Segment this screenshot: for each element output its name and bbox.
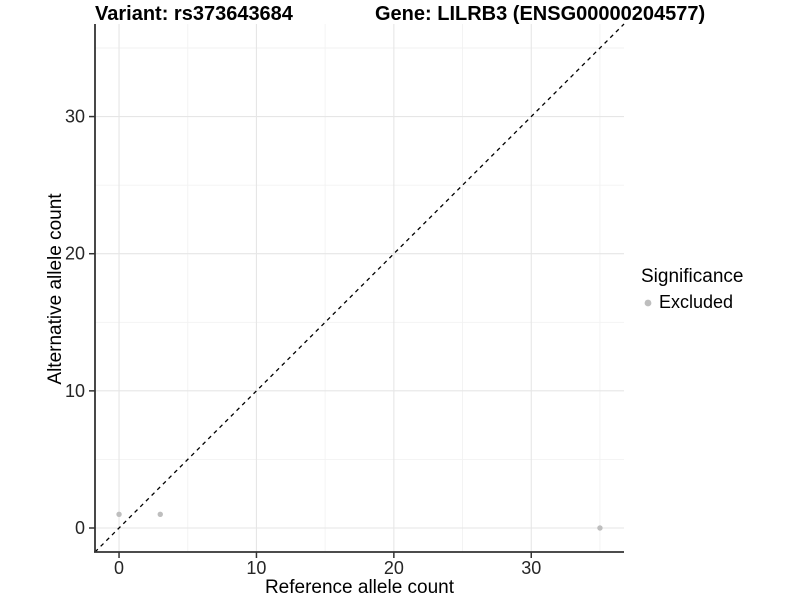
legend-item-excluded: Excluded	[641, 292, 743, 313]
x-tick-label: 10	[246, 558, 266, 578]
data-point	[597, 525, 603, 531]
x-tick-label: 0	[114, 558, 124, 578]
y-tick-label: 20	[65, 244, 85, 264]
legend-marker-icon	[644, 299, 652, 306]
y-tick-label: 10	[65, 381, 85, 401]
y-tick-label: 30	[65, 107, 85, 127]
data-point	[157, 511, 163, 517]
legend: Significance Excluded	[641, 266, 743, 313]
identity-reference-line	[94, 23, 625, 553]
y-axis-title: Alternative allele count	[45, 193, 66, 385]
x-axis-title: Reference allele count	[264, 577, 455, 598]
legend-title: Significance	[641, 266, 744, 287]
x-tick-label: 30	[521, 558, 541, 578]
legend-item-label: Excluded	[659, 292, 734, 312]
plot-title-variant: Variant: rs373643684	[95, 3, 293, 25]
data-point	[116, 511, 122, 517]
x-tick-label: 20	[384, 558, 404, 578]
y-tick-label: 0	[75, 518, 85, 538]
plot-title-gene: Gene: LILRB3 (ENSG00000204577)	[375, 3, 706, 25]
